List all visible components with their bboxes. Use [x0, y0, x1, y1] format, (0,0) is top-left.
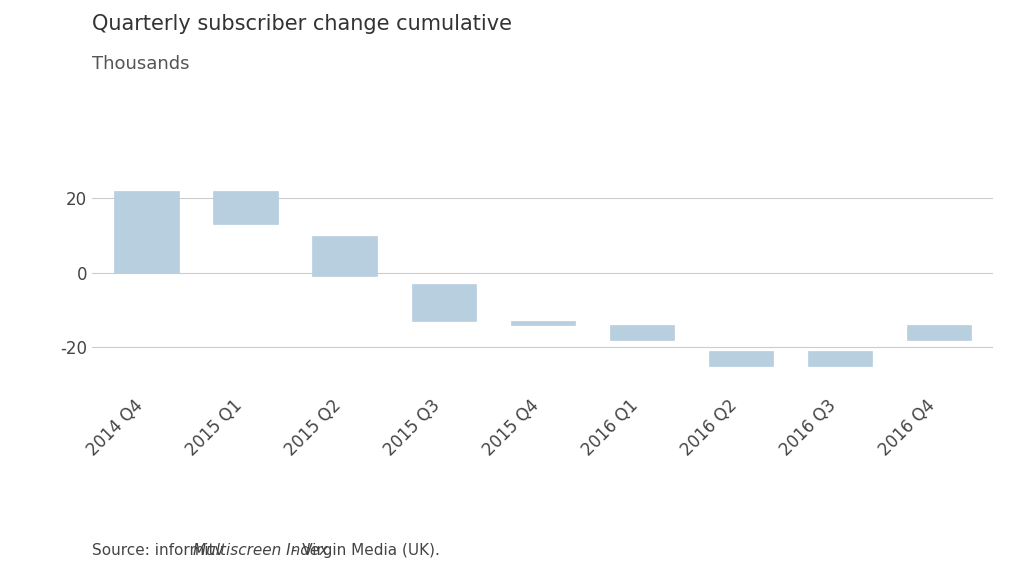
Bar — [213, 191, 278, 225]
Text: Quarterly subscriber change cumulative: Quarterly subscriber change cumulative — [92, 14, 512, 35]
Bar — [906, 325, 971, 340]
Text: Source: informitv: Source: informitv — [92, 543, 228, 558]
Bar — [808, 351, 872, 366]
Bar — [511, 321, 574, 325]
Text: - Virgin Media (UK).: - Virgin Media (UK). — [287, 543, 439, 558]
Bar — [115, 191, 179, 273]
Bar — [609, 325, 674, 340]
Text: Thousands: Thousands — [92, 55, 189, 73]
Bar — [709, 351, 773, 366]
Bar — [312, 236, 377, 276]
Bar — [412, 284, 476, 321]
Text: Multiscreen Index: Multiscreen Index — [193, 543, 328, 558]
